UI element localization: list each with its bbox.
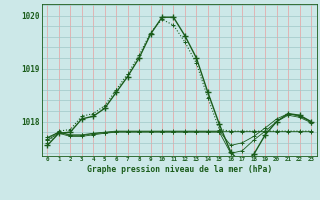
X-axis label: Graphe pression niveau de la mer (hPa): Graphe pression niveau de la mer (hPa) bbox=[87, 165, 272, 174]
